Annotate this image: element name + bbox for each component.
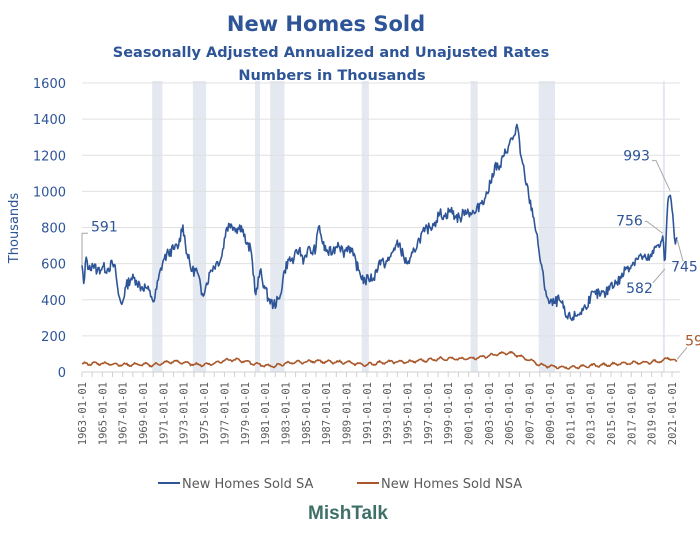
x-tick-label: 2019-01-01: [647, 382, 659, 445]
y-axis-label: Thousands: [7, 193, 22, 265]
x-tick-label: 1985-01-01: [301, 382, 313, 445]
annotation-leader: [676, 239, 684, 262]
y-tick-label: 1200: [33, 149, 66, 164]
x-tick-label: 1977-01-01: [219, 382, 231, 445]
x-tick-label: 2013-01-01: [586, 382, 598, 445]
recession-band: [361, 81, 369, 372]
x-tick-label: 2005-01-01: [504, 382, 516, 445]
x-tick-label: 1975-01-01: [199, 382, 211, 445]
x-tick-label: 2015-01-01: [606, 382, 618, 445]
x-tick-label: 2003-01-01: [484, 382, 496, 445]
legend-item-sa[interactable]: New Homes Sold SA: [158, 477, 313, 492]
annotation-leader: [676, 346, 688, 360]
series-line-sa: [81, 123, 678, 322]
x-tick-label: 1999-01-01: [443, 382, 455, 445]
x-tick-label: 1993-01-01: [382, 382, 394, 445]
y-tick-label: 600: [41, 258, 66, 273]
data-label-745: 745: [671, 259, 698, 275]
brand-mishtalk: MishTalk: [308, 503, 388, 524]
data-label-756: 756: [616, 213, 643, 229]
x-axis: 1963-01-01 1965-01-01 1967-01-01 1969-01-01…: [77, 371, 680, 445]
series-line-nsa: [81, 350, 678, 370]
gridlines: [82, 82, 680, 373]
y-tick-label: 1000: [33, 185, 66, 200]
y-tick-label: 1600: [33, 77, 66, 92]
data-label-993: 993: [623, 149, 650, 165]
recession-band: [538, 81, 556, 372]
x-tick-label: 2011-01-01: [565, 382, 577, 445]
legend: New Homes Sold SA New Homes Sold NSA: [158, 477, 522, 492]
x-tick-label: 1965-01-01: [97, 382, 109, 445]
x-tick-label: 2017-01-01: [626, 382, 638, 445]
y-tick-label: 800: [41, 222, 66, 237]
x-tick-label: 1983-01-01: [280, 382, 292, 445]
x-tick-label: 1979-01-01: [240, 382, 252, 445]
annotation-leader: [644, 220, 664, 234]
y-tick-label: 1400: [33, 113, 66, 128]
y-tick-label: 200: [41, 330, 66, 345]
data-label-59: 59: [685, 333, 700, 349]
legend-item-nsa[interactable]: New Homes Sold NSA: [357, 477, 522, 492]
recession-band: [270, 81, 285, 372]
recession-band: [470, 81, 478, 372]
recession-band: [152, 81, 163, 372]
x-tick-label: 1969-01-01: [138, 382, 150, 445]
x-tick-label: 2001-01-01: [464, 382, 476, 445]
x-tick-label: 1963-01-01: [77, 382, 89, 445]
y-tick-label: 400: [41, 294, 66, 309]
x-tick-label: 1971-01-01: [158, 382, 170, 445]
x-tick-label: 1981-01-01: [260, 382, 272, 445]
y-axis-ticks: 0 200 400 600 800 1000 1200 1400 1600: [33, 77, 66, 381]
x-tick-label: 2009-01-01: [545, 382, 557, 445]
annotation-leader: [81, 232, 88, 266]
x-tick-label: 1987-01-01: [321, 382, 333, 445]
x-tick-label: 1995-01-01: [403, 382, 415, 445]
x-tick-label: 1997-01-01: [423, 382, 435, 445]
annotation-leader: [652, 160, 671, 191]
chart-subtitle-2: Numbers in Thousands: [238, 68, 425, 84]
x-tick-label: 1991-01-01: [362, 382, 374, 445]
chart-subtitle: Seasonally Adjusted Annualized and Unaju…: [113, 45, 549, 61]
legend-label-nsa: New Homes Sold NSA: [381, 477, 522, 492]
x-tick-label: 2007-01-01: [525, 382, 537, 445]
data-label-591: 591: [91, 219, 118, 235]
data-labels: 591 993 756 582 745 59: [81, 149, 700, 360]
x-tick-label: 2021-01-01: [667, 382, 679, 445]
recession-band: [192, 81, 207, 372]
x-tick-label: 1989-01-01: [341, 382, 353, 445]
annotation-leader: [652, 268, 666, 284]
recession-band: [662, 81, 665, 372]
recession-band: [254, 81, 261, 372]
series-lines: [81, 123, 678, 370]
x-tick-label: 1973-01-01: [179, 382, 191, 445]
chart-title: New Homes Sold: [227, 12, 425, 36]
legend-label-sa: New Homes Sold SA: [182, 477, 313, 492]
x-tick-label: 1967-01-01: [118, 382, 130, 445]
data-label-582: 582: [626, 281, 653, 297]
y-tick-label: 0: [58, 366, 66, 381]
